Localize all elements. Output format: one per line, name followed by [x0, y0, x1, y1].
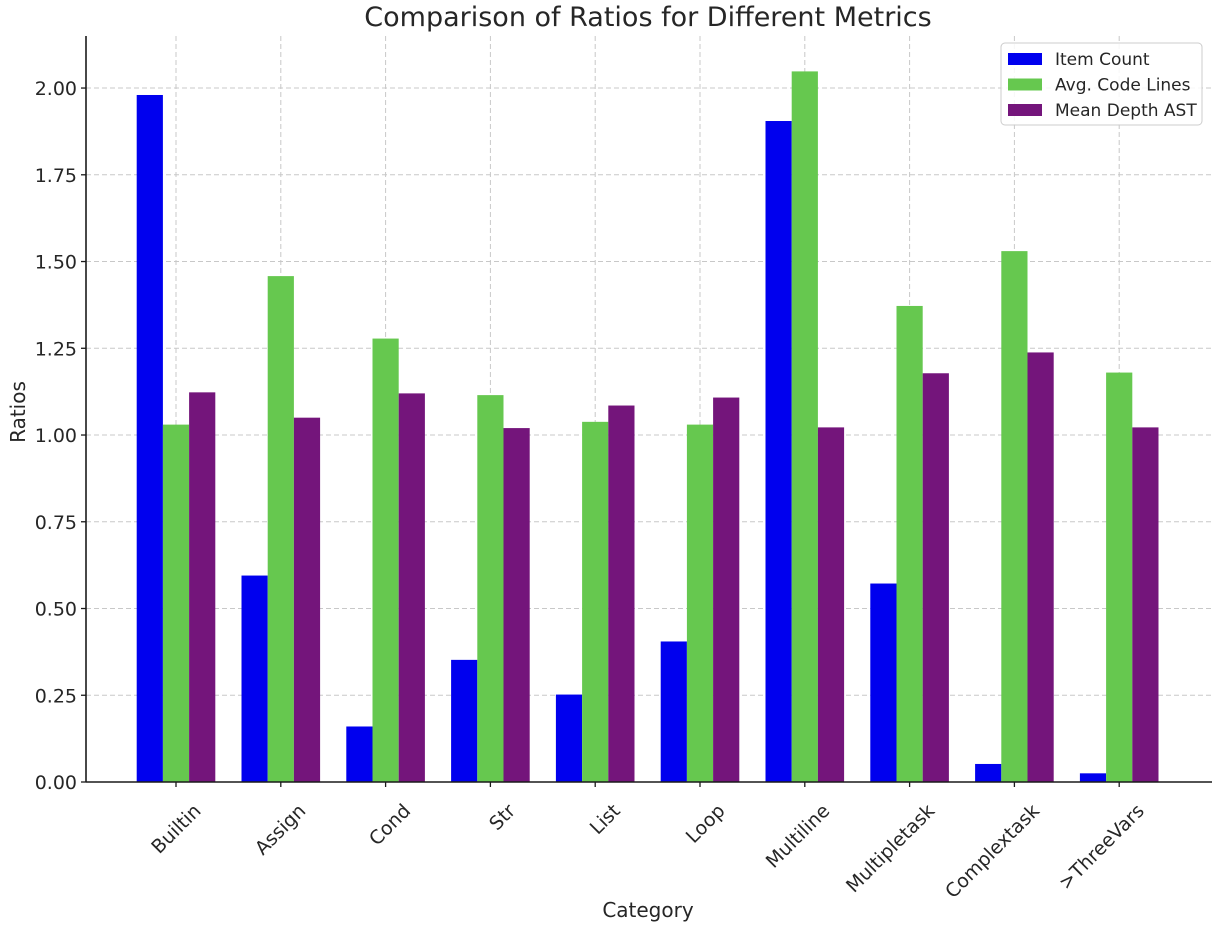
- x-tick-label: Loop: [682, 800, 730, 848]
- bar-item-count-multipletask: [870, 583, 897, 782]
- x-tick-label: Complextask: [941, 800, 1044, 903]
- x-tick-label: Multiline: [762, 800, 835, 873]
- legend-frame: [1000, 42, 1203, 126]
- bar-mean-depth-ast-loop: [713, 397, 740, 782]
- bar-mean-depth-ast-multipletask: [922, 373, 949, 782]
- bar-item-count-cond: [346, 726, 373, 782]
- bar-avg-code-lines-multipletask: [896, 305, 923, 782]
- bar-item-count-loop: [660, 641, 687, 782]
- bar-item-count-complextask: [975, 763, 1002, 782]
- axes: [85, 36, 1212, 783]
- bar-item-count-builtin: [136, 94, 163, 783]
- bar-mean-depth-ast-builtin: [189, 392, 216, 782]
- bar-mean-depth-ast-threevars: [1132, 427, 1159, 782]
- bars: [136, 71, 1159, 783]
- bar-avg-code-lines-builtin: [162, 424, 190, 782]
- bar-item-count-list: [555, 694, 583, 782]
- bar-mean-depth-ast-cond: [398, 393, 425, 782]
- bar-mean-depth-ast-assign: [293, 417, 321, 782]
- legend-swatch: [1008, 78, 1042, 91]
- bar-item-count-threevars: [1079, 773, 1107, 782]
- bar-avg-code-lines-str: [477, 395, 504, 782]
- y-tick-label: 1.25: [35, 338, 77, 360]
- bar-avg-code-lines-complextask: [1001, 251, 1028, 782]
- y-tick-label: 2.00: [35, 78, 77, 100]
- bar-avg-code-lines-multiline: [791, 71, 818, 783]
- y-tick-label: 1.75: [35, 165, 77, 187]
- bar-avg-code-lines-list: [582, 421, 609, 782]
- x-tick-label: List: [586, 800, 625, 839]
- chart-title: Comparison of Ratios for Different Metri…: [364, 2, 931, 33]
- bar-mean-depth-ast-str: [503, 428, 530, 782]
- x-tick-label: Builtin: [147, 800, 205, 858]
- y-ticks: 0.00 0.25 0.50 0.75 1.00 1.25 1.50 1.75 2.00: [35, 78, 86, 794]
- bar-avg-code-lines-cond: [372, 338, 399, 782]
- y-tick-label: 0.75: [35, 512, 77, 534]
- x-tick-label: Multipletask: [842, 800, 939, 897]
- bar-item-count-assign: [241, 575, 268, 782]
- x-tick-label: Assign: [251, 800, 311, 860]
- legend-label: Mean Depth AST: [1055, 101, 1197, 121]
- bar-avg-code-lines-assign: [267, 276, 294, 782]
- legend-swatch: [1008, 53, 1042, 65]
- y-tick-label: 0.00: [35, 772, 77, 794]
- y-tick-label: 0.25: [35, 685, 77, 707]
- x-tick-label: Cond: [365, 800, 415, 850]
- bar-item-count-str: [451, 659, 478, 782]
- legend: Item Count Avg. Code Lines Mean Depth AST: [1000, 42, 1203, 126]
- legend-label: Item Count: [1055, 50, 1150, 70]
- x-tick-label: Str: [485, 800, 520, 835]
- bar-mean-depth-ast-complextask: [1027, 352, 1054, 782]
- y-tick-label: 0.50: [35, 599, 77, 621]
- bar-item-count-multiline: [765, 121, 792, 783]
- bar-mean-depth-ast-multiline: [817, 427, 845, 782]
- x-tick-label: >ThreeVars: [1055, 800, 1149, 894]
- y-axis-label: Ratios: [6, 381, 30, 443]
- legend-label: Avg. Code Lines: [1055, 76, 1191, 96]
- x-axis-label: Category: [602, 898, 694, 922]
- y-tick-label: 1.50: [35, 252, 77, 274]
- x-ticks: Builtin Assign Cond Str List Loop Multiline Mul…: [147, 782, 1149, 903]
- legend-swatch: [1008, 104, 1042, 116]
- y-tick-label: 1.00: [35, 425, 77, 447]
- bar-avg-code-lines-loop: [686, 424, 714, 782]
- bar-avg-code-lines-threevars: [1106, 372, 1133, 782]
- bar-mean-depth-ast-list: [608, 405, 635, 782]
